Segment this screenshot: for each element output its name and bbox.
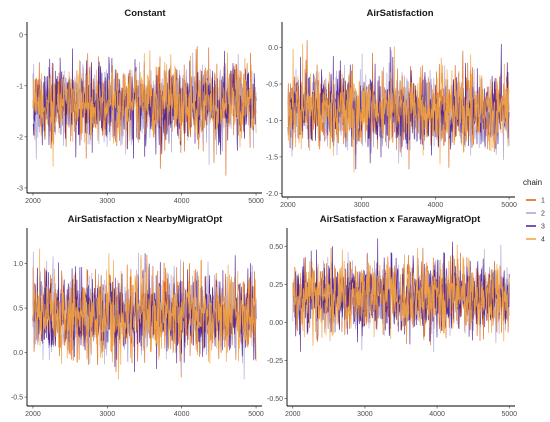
y-tick-label: 1.0: [13, 261, 23, 268]
axis-ticks: 2000 3000 4000 5000 0 -1 -2 -3: [17, 32, 264, 205]
trace-line-chain-4: [32, 248, 257, 380]
y-tick-label: 0.25: [269, 282, 283, 289]
trace-line-chain-4: [292, 244, 510, 347]
x-tick-label: 2000: [25, 198, 41, 205]
trace-lines: [32, 46, 257, 176]
x-tick-label: 2000: [285, 411, 301, 418]
y-tick-label: -1.5: [266, 154, 278, 161]
x-tick-label: 5000: [248, 411, 264, 418]
panel-airsatisfaction-x-farawaymigratopt: AirSatisfaction x FarawayMigratOpt 2000 3…: [267, 214, 517, 418]
y-tick-label: -0.25: [267, 358, 283, 365]
y-tick-label: -2: [17, 134, 23, 141]
y-tick-label: -1: [17, 83, 23, 90]
y-tick-label: -0.5: [266, 81, 278, 88]
trace-line-chain-2: [32, 251, 257, 380]
legend: chain 1 2 3 4: [523, 178, 545, 244]
x-tick-label: 3000: [357, 411, 373, 418]
axis-ticks: 2000 3000 4000 5000 0.0 -0.5 -1.0 -1.5 -2.0: [266, 45, 517, 209]
legend-label: 4: [541, 237, 545, 244]
y-tick-label: -0.5: [11, 395, 23, 402]
panel-title: AirSatisfaction x FarawayMigratOpt: [320, 214, 481, 225]
x-tick-label: 3000: [100, 198, 116, 205]
panel-title: AirSatisfaction: [366, 8, 433, 19]
x-tick-label: 4000: [428, 202, 444, 209]
trace-lines: [287, 40, 510, 173]
y-tick-label: -2.0: [266, 191, 278, 198]
y-tick-label: 0.0: [13, 350, 23, 357]
legend-item: 4: [526, 237, 545, 244]
trace-lines: [32, 248, 257, 380]
x-tick-label: 5000: [501, 202, 517, 209]
x-tick-label: 3000: [354, 202, 370, 209]
legend-label: 2: [541, 211, 545, 218]
legend-label: 1: [541, 198, 545, 205]
axis-ticks: 2000 3000 4000 5000 1.0 0.5 0.0 -0.5: [11, 261, 264, 418]
x-tick-label: 5000: [248, 198, 264, 205]
y-tick-label: 0.00: [269, 320, 283, 327]
legend-label: 3: [541, 224, 545, 231]
panel-title: AirSatisfaction x NearbyMigratOpt: [68, 214, 224, 225]
x-tick-label: 2000: [280, 202, 296, 209]
legend-title: chain: [523, 178, 542, 187]
y-tick-label: 0: [19, 32, 23, 39]
legend-item: 1: [526, 198, 545, 205]
y-tick-label: 0.50: [269, 244, 283, 251]
panel-constant: Constant 2000 3000 4000 5000 0 -1 -2 -3: [17, 8, 264, 205]
panel-title: Constant: [124, 8, 166, 19]
y-tick-label: 0.0: [268, 45, 278, 52]
trace-line-chain-4: [32, 50, 257, 167]
y-tick-label: -1.0: [266, 118, 278, 125]
y-tick-label: -0.50: [267, 396, 283, 403]
panel-airsatisfaction-x-nearbymigratopt: AirSatisfaction x NearbyMigratOpt 2000 30…: [11, 214, 264, 418]
x-tick-label: 4000: [429, 411, 445, 418]
y-tick-label: -3: [17, 185, 23, 192]
x-tick-label: 4000: [174, 198, 190, 205]
panel-airsatisfaction: AirSatisfaction 2000 3000 4000 5000 0.0 -0.5 -…: [266, 8, 517, 209]
trace-line-chain-4: [287, 43, 510, 173]
y-tick-label: 0.5: [13, 306, 23, 313]
x-tick-label: 3000: [100, 411, 116, 418]
axis-ticks: 2000 3000 4000 5000 0.50 0.25 0.00 -0.25 -0.50: [267, 244, 517, 418]
legend-item: 3: [526, 224, 545, 231]
x-tick-label: 2000: [25, 411, 41, 418]
legend-item: 2: [526, 211, 545, 218]
x-tick-label: 5000: [501, 411, 517, 418]
trace-lines: [292, 238, 510, 353]
x-tick-label: 4000: [174, 411, 190, 418]
